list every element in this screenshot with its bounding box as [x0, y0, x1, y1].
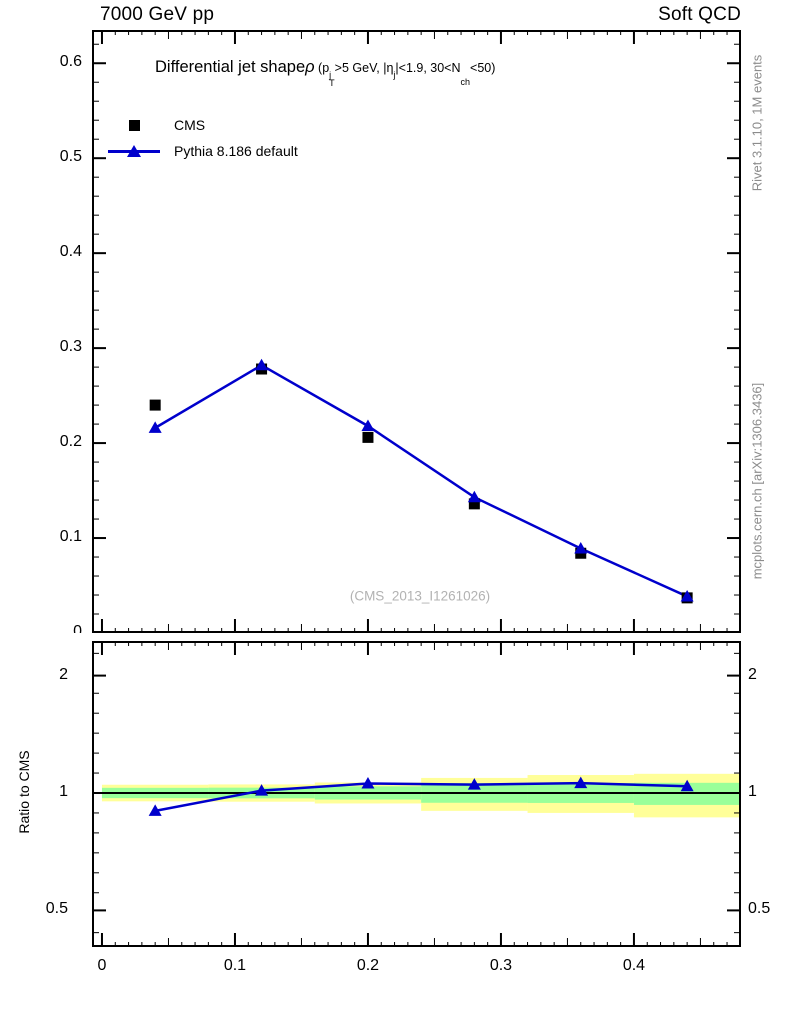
ratio-point-triangle	[361, 776, 375, 789]
ratio-y-tick-label-right: 2	[748, 665, 757, 683]
x-tick-label-wrap: 0.2	[346, 957, 390, 975]
main-y-tick-label-wrap: 0.1	[28, 528, 82, 546]
title-segment: >5 GeV, |η	[334, 61, 394, 75]
title-segment: <50)	[470, 61, 496, 75]
main-y-tick-label-wrap: 0.5	[28, 148, 82, 166]
analysis-id-watermark: (CMS_2013_I1261026)	[349, 588, 491, 604]
legend-item-cms: CMS	[106, 112, 298, 138]
title-segment: ρ	[305, 58, 315, 76]
ratio-y-tick-label-right-wrap: 2	[748, 666, 786, 684]
main-y-tick-label: 0.4	[59, 243, 82, 261]
legend-item-pythia: Pythia 8.186 default	[106, 138, 298, 164]
plot-title: Differential jet shapeρ (p j T >5 GeV, |η j |…	[155, 58, 496, 88]
data-point-triangle	[148, 421, 162, 433]
title-segment: ch	[460, 77, 471, 87]
ratio-y-tick-label-right-wrap: 0.5	[748, 900, 786, 918]
legend: CMS Pythia 8.186 default	[106, 112, 298, 164]
main-frame	[92, 30, 741, 633]
ratio-curve	[154, 781, 688, 813]
mc-curve	[154, 363, 688, 598]
main-y-tick-label: 0.2	[59, 433, 82, 451]
title-segment: |<1.9, 30<N	[395, 61, 461, 75]
x-tick-label-wrap: 0.1	[213, 957, 257, 975]
ratio-point-triangle	[467, 778, 481, 790]
ratio-plot-panel	[92, 641, 741, 947]
data-point-triangle	[255, 358, 269, 371]
main-y-tick-label: 0.1	[59, 528, 82, 546]
data-point-square	[149, 399, 161, 411]
rivet-version-note: Rivet 3.1.10, 1M events	[749, 54, 765, 192]
x-tick-label: 0.3	[489, 957, 513, 974]
ratio-y-tick-label-right: 1	[748, 783, 757, 800]
ratio-y-tick-label-left: 2	[59, 665, 68, 683]
main-y-tick-label: 0.5	[59, 148, 82, 166]
data-point-square	[362, 431, 374, 443]
data-point-triangle	[361, 419, 375, 431]
x-tick-label: 0.1	[223, 957, 247, 974]
process-group-label: Soft QCD	[658, 4, 741, 25]
beam-energy-label: 7000 GeV pp	[100, 4, 215, 25]
x-tick-label-wrap: 0.3	[479, 957, 523, 975]
ratio-point-triangle	[255, 784, 269, 796]
data-point-triangle	[574, 541, 588, 554]
ratio-y-tick-label-right-wrap: 1	[748, 783, 786, 801]
main-plot-panel	[92, 30, 741, 633]
pythia-line-triangle-marker-icon	[106, 145, 162, 157]
ratio-y-tick-label-left-wrap: 2	[14, 666, 68, 684]
ratio-y-tick-label-left-wrap: 0.5	[14, 900, 68, 918]
main-y-tick-label-wrap: 0.3	[28, 338, 82, 356]
cms-square-marker-icon	[106, 119, 162, 131]
x-tick-label: 0	[97, 957, 107, 974]
ratio-y-tick-label-right: 0.5	[748, 900, 771, 918]
ratio-y-tick-label-left: 0.5	[45, 900, 68, 918]
ratio-y-tick-label-left: 1	[59, 783, 68, 800]
data-point-square	[468, 498, 480, 510]
title-segment: j	[393, 70, 396, 80]
title-segment: Differential jet shape	[155, 58, 306, 76]
x-tick-label: 0.4	[622, 957, 646, 974]
x-tick-label: 0.2	[356, 957, 380, 974]
x-tick-label-wrap: 0.4	[612, 957, 656, 975]
ratio-point-triangle	[680, 779, 694, 792]
ratio-point-triangle	[148, 804, 162, 816]
legend-label: Pythia 8.186 default	[174, 143, 298, 159]
main-y-tick-label-wrap: 0.4	[28, 243, 82, 261]
ratio-point-triangle	[574, 776, 588, 789]
main-y-tick-label-wrap: 0.6	[28, 53, 82, 71]
main-y-tick-label: 0.3	[59, 338, 82, 356]
main-y-tick-label: 0.6	[59, 53, 82, 71]
main-y-tick-label-wrap: 0.2	[28, 433, 82, 451]
title-segment: (p	[314, 61, 330, 75]
mcplots-arxiv-note: mcplots.cern.ch [arXiv:1306.3436]	[749, 382, 765, 580]
x-tick-label-wrap: 0	[80, 957, 124, 975]
ratio-y-tick-label-left-wrap: 1	[14, 783, 68, 801]
data-point-triangle	[680, 589, 694, 602]
main-y-tick-label: 0	[73, 623, 82, 633]
main-y-tick-label-wrap: 0	[28, 623, 82, 633]
legend-label: CMS	[174, 117, 206, 133]
data-point-triangle	[467, 490, 481, 503]
